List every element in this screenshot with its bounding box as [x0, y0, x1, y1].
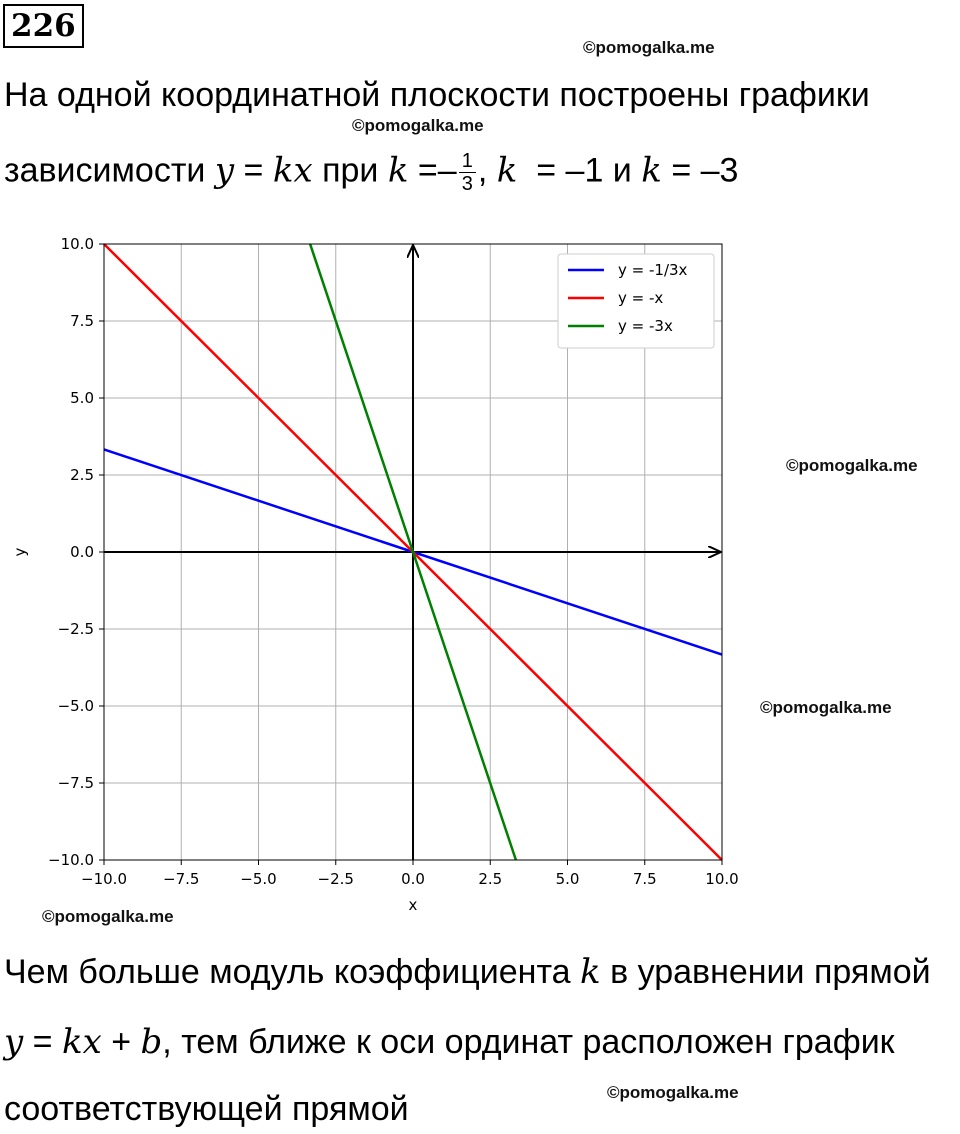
equals-sign: =	[32, 1023, 53, 1061]
value-text: = –3	[671, 151, 739, 190]
problem-number: 226	[3, 4, 84, 48]
watermark: ©pomogalka.me	[42, 907, 174, 926]
intro-text: при	[322, 151, 379, 190]
intro-line-1: На одной координатной плоскости построен…	[4, 76, 870, 114]
y-tick-label: 5.0	[70, 389, 94, 407]
legend-box	[557, 253, 715, 349]
y-tick-label: 2.5	[70, 466, 94, 484]
equals-sign: =	[417, 151, 438, 190]
y-tick-label: 7.5	[70, 312, 94, 330]
intro-line-2: зависимости y = kx при k =– 1 3, k = –1 и …	[4, 150, 738, 195]
plus-sign: +	[111, 1023, 132, 1061]
watermark: ©pomogalka.me	[352, 116, 484, 135]
tick-labels: −10.0 −7.5 −5.0 −2.5 0.0 2.5 5.0 7.5 10.0 −10.0 −7…	[48, 235, 739, 888]
var-k: k	[580, 952, 601, 992]
y-axis-label: y	[11, 547, 29, 556]
y-tick-label: −5.0	[58, 697, 94, 715]
conclusion-line-3: соответствующей прямой	[4, 1090, 409, 1128]
y-tick-label: −2.5	[58, 620, 94, 638]
series-lines	[103, 243, 723, 861]
intro-text: зависимости	[4, 151, 206, 190]
y-tick-label: 10.0	[61, 235, 94, 253]
legend-label: y = -1/3x	[618, 261, 688, 279]
x-tick-label: −7.5	[163, 870, 199, 888]
comma: ,	[477, 151, 488, 190]
x-axis-label: x	[409, 896, 418, 914]
watermark: ©pomogalka.me	[607, 1083, 739, 1102]
var-k: k	[387, 150, 409, 191]
x-tick-label: 2.5	[478, 870, 502, 888]
x-tick-label: −5.0	[240, 870, 276, 888]
minus-sign: –	[437, 151, 457, 190]
conclusion-text: , тем ближе к оси ординат расположен гра…	[162, 1023, 895, 1061]
fraction-numerator: 1	[458, 150, 476, 173]
var-k: k	[641, 150, 662, 191]
var-y: y	[214, 150, 235, 191]
var-b: b	[140, 1022, 163, 1062]
var-y: y	[4, 1022, 24, 1062]
conclusion-text: Чем больше модуль коэффициента	[4, 953, 571, 991]
value-text: = –1 и	[536, 151, 632, 190]
y-tick-label: −10.0	[48, 851, 94, 869]
var-kx: kx	[61, 1022, 102, 1062]
legend: y = -1/3x y = -x y = -3x	[557, 253, 715, 349]
x-tick-label: 7.5	[633, 870, 657, 888]
legend-label: y = -x	[618, 289, 663, 307]
conclusion-text: в уравнении прямой	[610, 953, 931, 991]
x-tick-label: 0.0	[401, 870, 425, 888]
y-tick-label: −7.5	[58, 774, 94, 792]
var-kx: kx	[272, 150, 313, 191]
watermark: ©pomogalka.me	[583, 38, 715, 57]
series-line	[308, 243, 518, 861]
equals-sign: =	[243, 151, 264, 190]
y-tick-label: 0.0	[70, 543, 94, 561]
legend-label: y = -3x	[618, 317, 673, 335]
watermark: ©pomogalka.me	[786, 456, 918, 475]
conclusion-line-2: y = kx + b, тем ближе к оси ординат расп…	[4, 1022, 895, 1062]
conclusion-line-1: Чем больше модуль коэффициента k в уравн…	[4, 952, 931, 992]
x-tick-label: −2.5	[318, 870, 354, 888]
chart: −10.0 −7.5 −5.0 −2.5 0.0 2.5 5.0 7.5 10.0 −10.0 −7…	[11, 235, 739, 914]
var-k: k	[496, 150, 518, 191]
x-tick-label: −10.0	[81, 870, 127, 888]
fraction-denominator: 3	[461, 173, 473, 195]
x-tick-label: 10.0	[705, 870, 738, 888]
watermark: ©pomogalka.me	[760, 698, 892, 717]
x-tick-label: 5.0	[556, 870, 580, 888]
